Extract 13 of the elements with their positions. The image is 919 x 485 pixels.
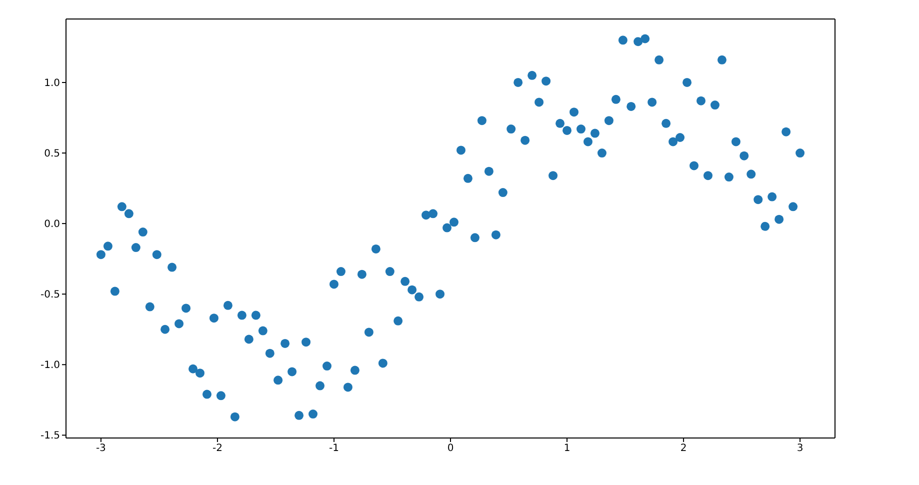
x-tick-label: 0 [447,443,454,454]
x-tick-label: -1 [328,443,339,454]
y-tick-label: 1.0 [44,78,60,90]
x-tick-label: 3 [796,443,804,454]
y-tick-label: 0.0 [44,219,60,230]
x-tick-label: -3 [96,443,106,454]
x-tick-label: -2 [212,443,222,454]
y-tick-label: 0.5 [44,148,60,160]
y-tick-label: -0.5 [40,290,60,301]
y-tick-label: -1.5 [40,430,60,442]
y-tick-label: -1.0 [40,360,60,372]
x-tick-label: 1 [564,443,570,454]
x-tick-label: 2 [680,443,687,454]
